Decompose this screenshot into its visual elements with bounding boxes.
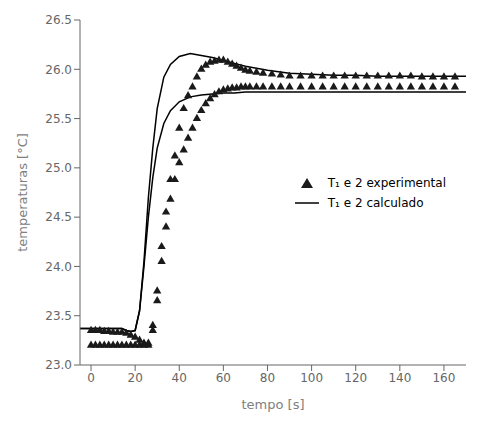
svg-text:60: 60 xyxy=(216,371,231,385)
svg-text:26.5: 26.5 xyxy=(45,13,72,27)
svg-text:temperaturas [°C]: temperaturas [°C] xyxy=(15,133,30,252)
svg-text:tempo [s]: tempo [s] xyxy=(241,397,304,412)
svg-text:25.0: 25.0 xyxy=(45,161,72,175)
svg-text:160: 160 xyxy=(432,371,455,385)
svg-text:24.5: 24.5 xyxy=(45,210,72,224)
svg-text:140: 140 xyxy=(388,371,411,385)
svg-text:24.0: 24.0 xyxy=(45,260,72,274)
svg-text:23.0: 23.0 xyxy=(45,358,72,372)
svg-text:20: 20 xyxy=(128,371,143,385)
html-text:T₁ e 2 experimental: T₁ e 2 experimental xyxy=(327,175,446,190)
svg-text:0: 0 xyxy=(87,371,95,385)
svg-text:23.5: 23.5 xyxy=(45,309,72,323)
svg-text:100: 100 xyxy=(300,371,323,385)
svg-text:25.5: 25.5 xyxy=(45,112,72,126)
svg-text:120: 120 xyxy=(344,371,367,385)
svg-text:80: 80 xyxy=(260,371,275,385)
html-text:T₁ e 2 calculado: T₁ e 2 calculado xyxy=(327,195,424,210)
svg-text:40: 40 xyxy=(172,371,187,385)
svg-text:26.0: 26.0 xyxy=(45,63,72,77)
